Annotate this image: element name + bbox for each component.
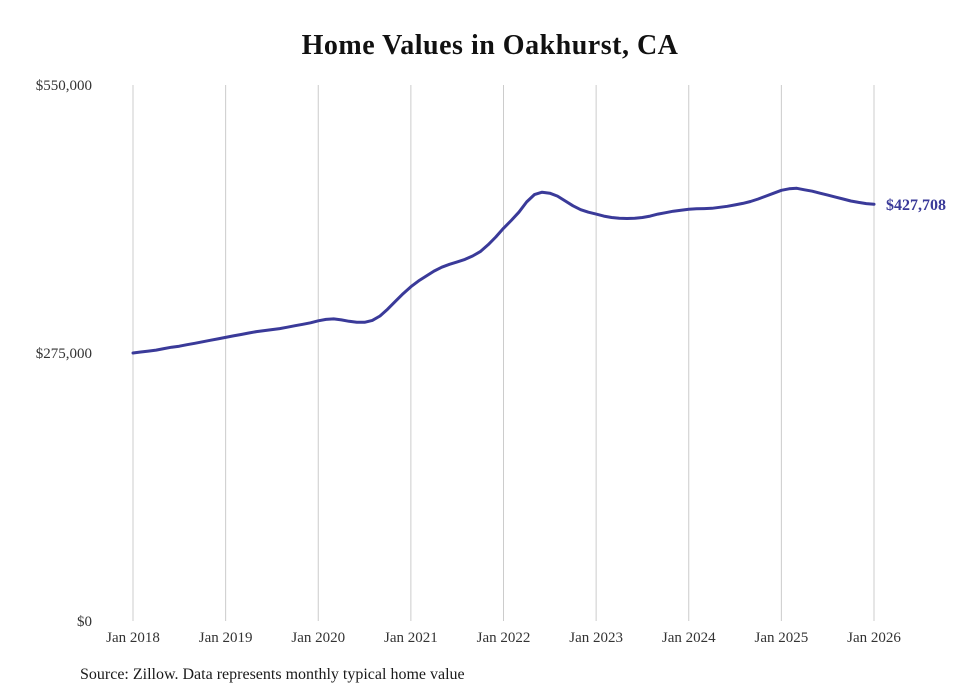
x-tick-label: Jan 2018	[106, 630, 160, 646]
x-tick-label: Jan 2026	[847, 630, 901, 646]
x-tick-label: Jan 2025	[755, 630, 809, 646]
y-tick-label: $550,000	[36, 78, 92, 94]
current-value-label: $427,708	[886, 197, 946, 214]
y-tick-label: $0	[77, 614, 92, 630]
x-tick-label: Jan 2021	[384, 630, 438, 646]
x-tick-label: Jan 2024	[662, 630, 716, 646]
y-tick-label: $275,000	[36, 346, 92, 362]
x-tick-label: Jan 2020	[291, 630, 345, 646]
x-tick-label: Jan 2023	[569, 630, 623, 646]
source-note: Source: Zillow. Data represents monthly …	[80, 666, 465, 683]
x-tick-label: Jan 2022	[477, 630, 531, 646]
x-tick-label: Jan 2019	[199, 630, 253, 646]
value-line	[131, 186, 876, 355]
chart-title: Home Values in Oakhurst, CA	[301, 30, 679, 61]
